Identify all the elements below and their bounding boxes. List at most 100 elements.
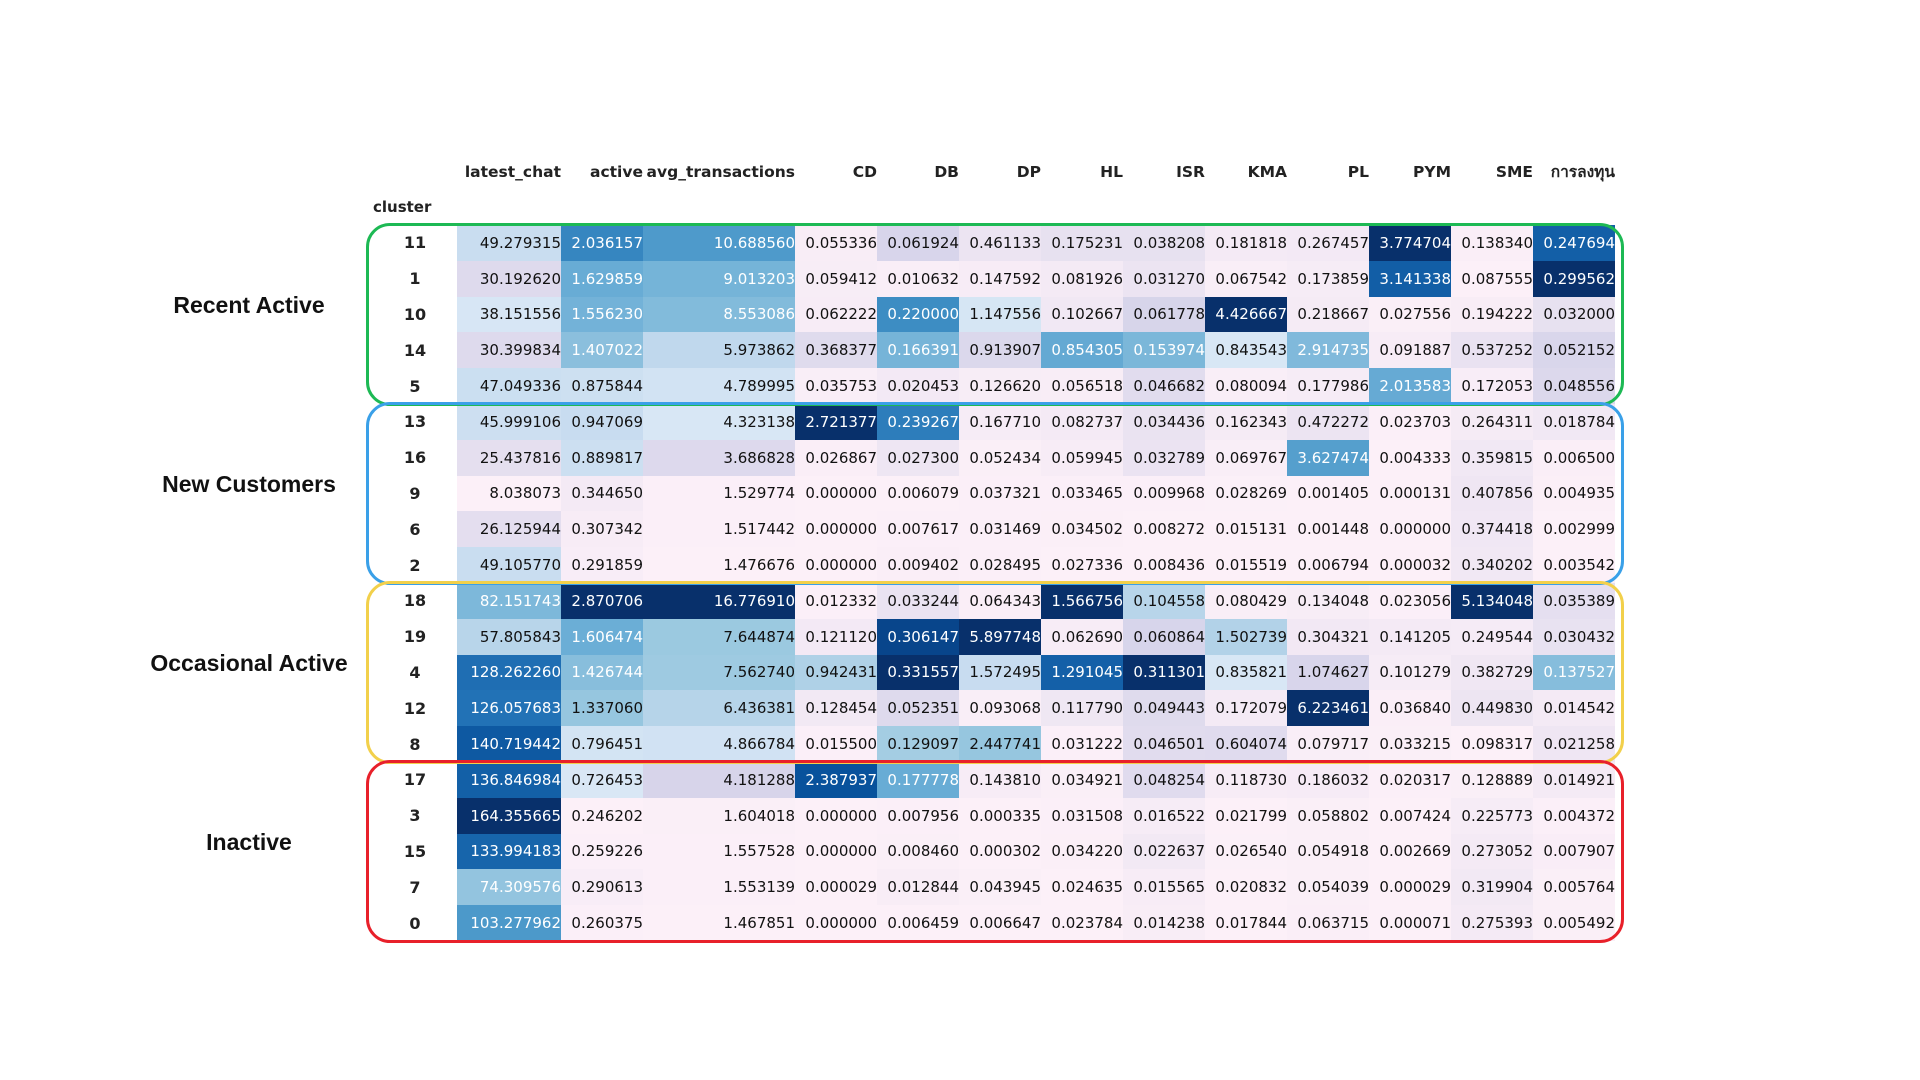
heatmap-cell: 0.942431: [795, 654, 877, 691]
heatmap-cell: 1.553139: [643, 869, 795, 906]
empty-header-cell: [1451, 189, 1533, 225]
heatmap-cell: 1.074627: [1287, 654, 1369, 691]
heatmap-cell: 1.407022: [561, 332, 643, 369]
heatmap-cell: 1.291045: [1041, 654, 1123, 691]
heatmap-cell: 30.399834: [457, 332, 561, 369]
heatmap-cell: 0.604074: [1205, 726, 1287, 762]
heatmap-cell: 0.290613: [561, 869, 643, 906]
empty-header-cell: [457, 189, 561, 225]
heatmap-cell: 1.557528: [643, 833, 795, 870]
heatmap-cell: 0.246202: [561, 797, 643, 834]
heatmap-cell: 0.012844: [877, 869, 959, 906]
heatmap-cell: 0.006794: [1287, 547, 1369, 583]
heatmap-cell: 0.141205: [1369, 618, 1451, 655]
heatmap-cell: 0.046501: [1123, 726, 1205, 762]
heatmap-cell: 0.005492: [1533, 905, 1615, 941]
heatmap-cell: 0.031469: [959, 511, 1041, 548]
heatmap-cell: 1.606474: [561, 618, 643, 655]
heatmap-cell: 128.262260: [457, 654, 561, 691]
heatmap-cell: 0.004372: [1533, 797, 1615, 834]
heatmap-cell: 0.843543: [1205, 332, 1287, 369]
heatmap-cell: 0.048254: [1123, 761, 1205, 798]
row-label: 6: [409, 519, 421, 539]
empty-header-cell: [1369, 189, 1451, 225]
heatmap-cell: 0.052152: [1533, 332, 1615, 369]
heatmap-cell: 49.105770: [457, 547, 561, 583]
heatmap-cell: 0.947069: [561, 403, 643, 440]
heatmap-cell: 0.016522: [1123, 797, 1205, 834]
row-label: 18: [403, 591, 427, 611]
heatmap-cell: 0.043945: [959, 869, 1041, 906]
heatmap-cell: 140.719442: [457, 726, 561, 762]
heatmap-cell: 0.034921: [1041, 761, 1123, 798]
heatmap-cell: 0.101279: [1369, 654, 1451, 691]
heatmap-cell: 1.517442: [643, 511, 795, 548]
heatmap-cell: 0.275393: [1451, 905, 1533, 941]
heatmap-cell: 0.143810: [959, 761, 1041, 798]
heatmap-cell: 0.027300: [877, 439, 959, 476]
heatmap-cell: 0.008460: [877, 833, 959, 870]
heatmap-cell: 1.629859: [561, 260, 643, 297]
heatmap-cell: 0.002999: [1533, 511, 1615, 548]
heatmap-cell: 0.889817: [561, 439, 643, 476]
heatmap-cell: 1.467851: [643, 905, 795, 941]
heatmap-cell: 5.134048: [1451, 582, 1533, 619]
heatmap-cell: 4.789995: [643, 368, 795, 404]
heatmap-cell: 0.061778: [1123, 296, 1205, 333]
heatmap-cell: 0.014238: [1123, 905, 1205, 941]
table-row: 13 45.999106 0.947069 4.323138 2.721377 0.239…: [373, 403, 1615, 440]
heatmap-cell: 0.060864: [1123, 618, 1205, 655]
heatmap-cell: 0.173859: [1287, 260, 1369, 297]
heatmap-cell: 0.249544: [1451, 618, 1533, 655]
heatmap-cell: 0.063715: [1287, 905, 1369, 941]
column-header: การลงทุน: [1550, 163, 1615, 181]
heatmap-cell: 0.537252: [1451, 332, 1533, 369]
heatmap-cell: 0.035753: [795, 368, 877, 404]
heatmap-cell: 0.129097: [877, 726, 959, 762]
heatmap-cell: 0.054039: [1287, 869, 1369, 906]
heatmap-cell: 1.529774: [643, 475, 795, 512]
heatmap-cell: 0.036840: [1369, 690, 1451, 727]
heatmap-cell: 136.846984: [457, 761, 561, 798]
table-row: 15 133.994183 0.259226 1.557528 0.000000 0.00…: [373, 833, 1615, 870]
heatmap-cell: 0.034502: [1041, 511, 1123, 548]
table-row: 18 82.151743 2.870706 16.776910 0.012332 0.03…: [373, 582, 1615, 619]
heatmap-cell: 0.015131: [1205, 511, 1287, 548]
empty-header-cell: [1205, 189, 1287, 225]
row-label: 2: [409, 555, 421, 575]
heatmap-cell: 0.726453: [561, 761, 643, 798]
heatmap-cell: 0.225773: [1451, 797, 1533, 834]
heatmap-cell: 0.091887: [1369, 332, 1451, 369]
heatmap-cell: 26.125944: [457, 511, 561, 548]
heatmap-cell: 0.020832: [1205, 869, 1287, 906]
column-header: active: [590, 162, 643, 181]
heatmap-cell: 0.034220: [1041, 833, 1123, 870]
heatmap-cell: 0.304321: [1287, 618, 1369, 655]
heatmap-cell: 5.973862: [643, 332, 795, 369]
heatmap-cell: 0.026540: [1205, 833, 1287, 870]
heatmap-cell: 4.866784: [643, 726, 795, 762]
heatmap-cell: 0.046682: [1123, 368, 1205, 404]
empty-header-cell: [959, 189, 1041, 225]
heatmap-cell: 0.002669: [1369, 833, 1451, 870]
heatmap-cell: 0.031508: [1041, 797, 1123, 834]
heatmap-cell: 0.102667: [1041, 296, 1123, 333]
column-header: latest_chat: [464, 162, 561, 181]
heatmap-cell: 0.374418: [1451, 511, 1533, 548]
heatmap-cell: 25.437816: [457, 439, 561, 476]
row-label: 16: [403, 448, 427, 468]
heatmap-cell: 0.220000: [877, 296, 959, 333]
heatmap-cell: 0.052434: [959, 439, 1041, 476]
heatmap-cell: 0.186032: [1287, 761, 1369, 798]
heatmap-cell: 0.006500: [1533, 439, 1615, 476]
table-row: 10 38.151556 1.556230 8.553086 0.062222 0.220…: [373, 296, 1615, 333]
heatmap-cell: 4.426667: [1205, 296, 1287, 333]
heatmap-cell: 0.009402: [877, 547, 959, 583]
table-row: 9 8.038073 0.344650 1.529774 0.000000 0.00607…: [373, 475, 1615, 512]
heatmap-cell: 0.056518: [1041, 368, 1123, 404]
heatmap-cell: 0.052351: [877, 690, 959, 727]
row-label: 10: [403, 304, 427, 324]
heatmap-cell: 0.008436: [1123, 547, 1205, 583]
heatmap-cell: 0.166391: [877, 332, 959, 369]
row-label: 3: [409, 806, 421, 826]
